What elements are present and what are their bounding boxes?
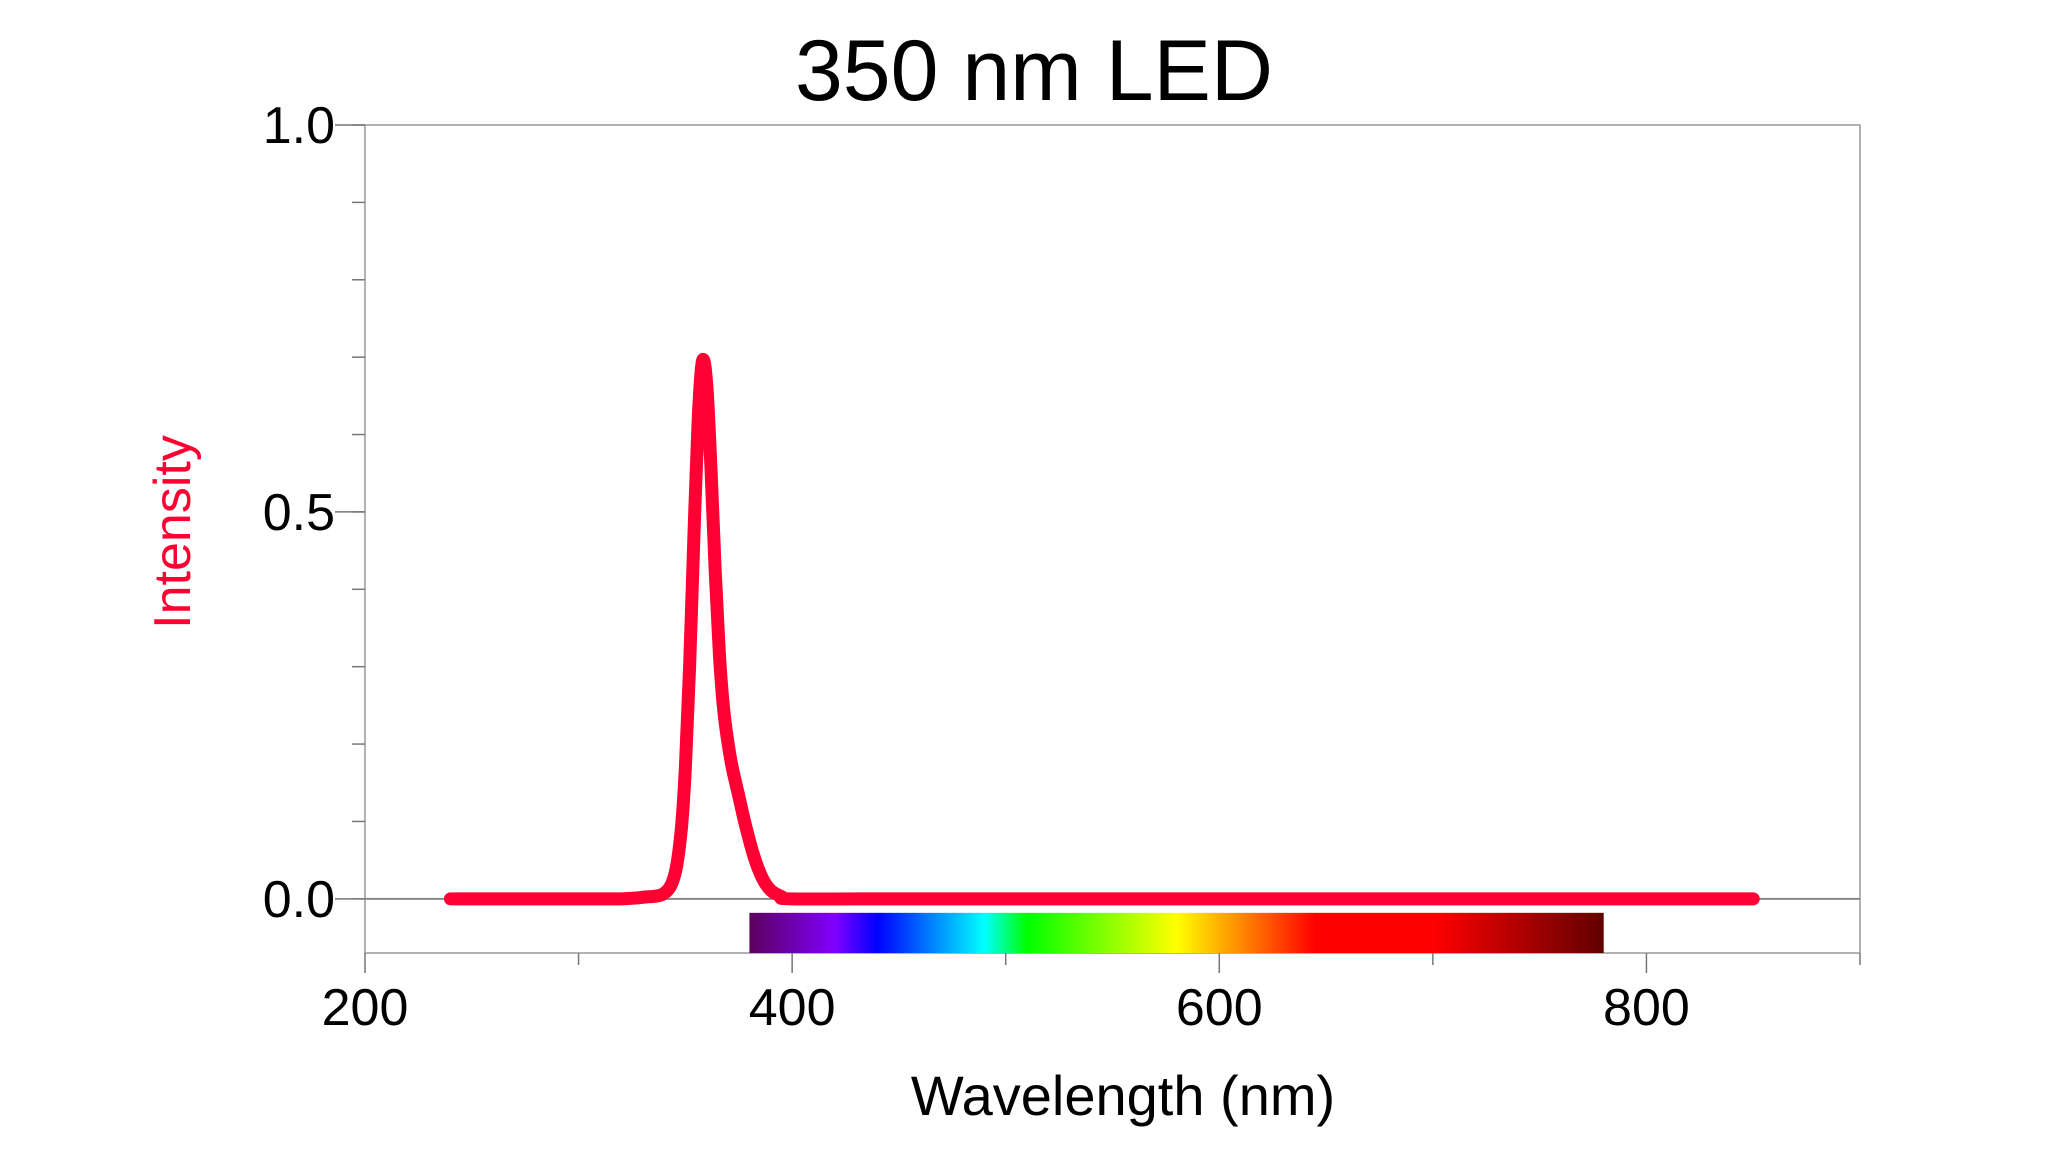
chart-title: 350 nm LED — [795, 23, 1273, 119]
data-point — [696, 355, 709, 368]
data-point — [675, 825, 688, 838]
y-tick-label: 0.0 — [263, 871, 335, 929]
data-point — [1213, 892, 1226, 905]
x-tick-label: 800 — [1603, 979, 1690, 1037]
data-point — [747, 849, 760, 862]
visible-spectrum-bar — [749, 912, 1604, 953]
series-line — [443, 353, 1760, 906]
data-point — [1533, 892, 1546, 905]
y-tick-label: 0.5 — [263, 484, 335, 542]
data-point — [764, 884, 777, 897]
data-point — [444, 892, 457, 905]
data-point — [1106, 892, 1119, 905]
y-tick-label: 1.0 — [263, 97, 335, 155]
data-point — [892, 892, 905, 905]
data-point — [683, 659, 696, 672]
x-axis-label: Wavelength (nm) — [911, 1064, 1335, 1127]
data-point — [726, 762, 739, 775]
y-axis-label: Intensity — [144, 435, 202, 629]
data-point — [1640, 892, 1653, 905]
data-point — [756, 871, 769, 884]
data-point — [732, 789, 745, 802]
data-point — [700, 378, 713, 391]
data-point — [572, 892, 585, 905]
x-tick-label: 400 — [749, 979, 836, 1037]
data-point — [692, 413, 705, 426]
data-point — [722, 737, 735, 750]
data-point — [1320, 892, 1333, 905]
data-point — [636, 891, 649, 904]
x-tick-label: 200 — [322, 979, 409, 1037]
data-point — [687, 530, 700, 543]
data-point — [529, 892, 542, 905]
data-point — [786, 892, 799, 905]
data-point — [1747, 892, 1760, 905]
data-point — [487, 892, 500, 905]
data-point — [658, 887, 670, 900]
data-point — [1426, 892, 1439, 905]
data-point — [739, 817, 752, 830]
data-point — [775, 890, 788, 903]
data-point — [709, 566, 722, 579]
data-point — [713, 650, 726, 663]
data-point — [704, 462, 717, 475]
data-point — [615, 892, 628, 905]
x-tick-label: 600 — [1176, 979, 1263, 1037]
data-point — [999, 892, 1012, 905]
data-point — [679, 762, 692, 775]
data-point — [668, 868, 681, 881]
plot-frame — [364, 124, 1861, 954]
data-point — [717, 704, 730, 717]
